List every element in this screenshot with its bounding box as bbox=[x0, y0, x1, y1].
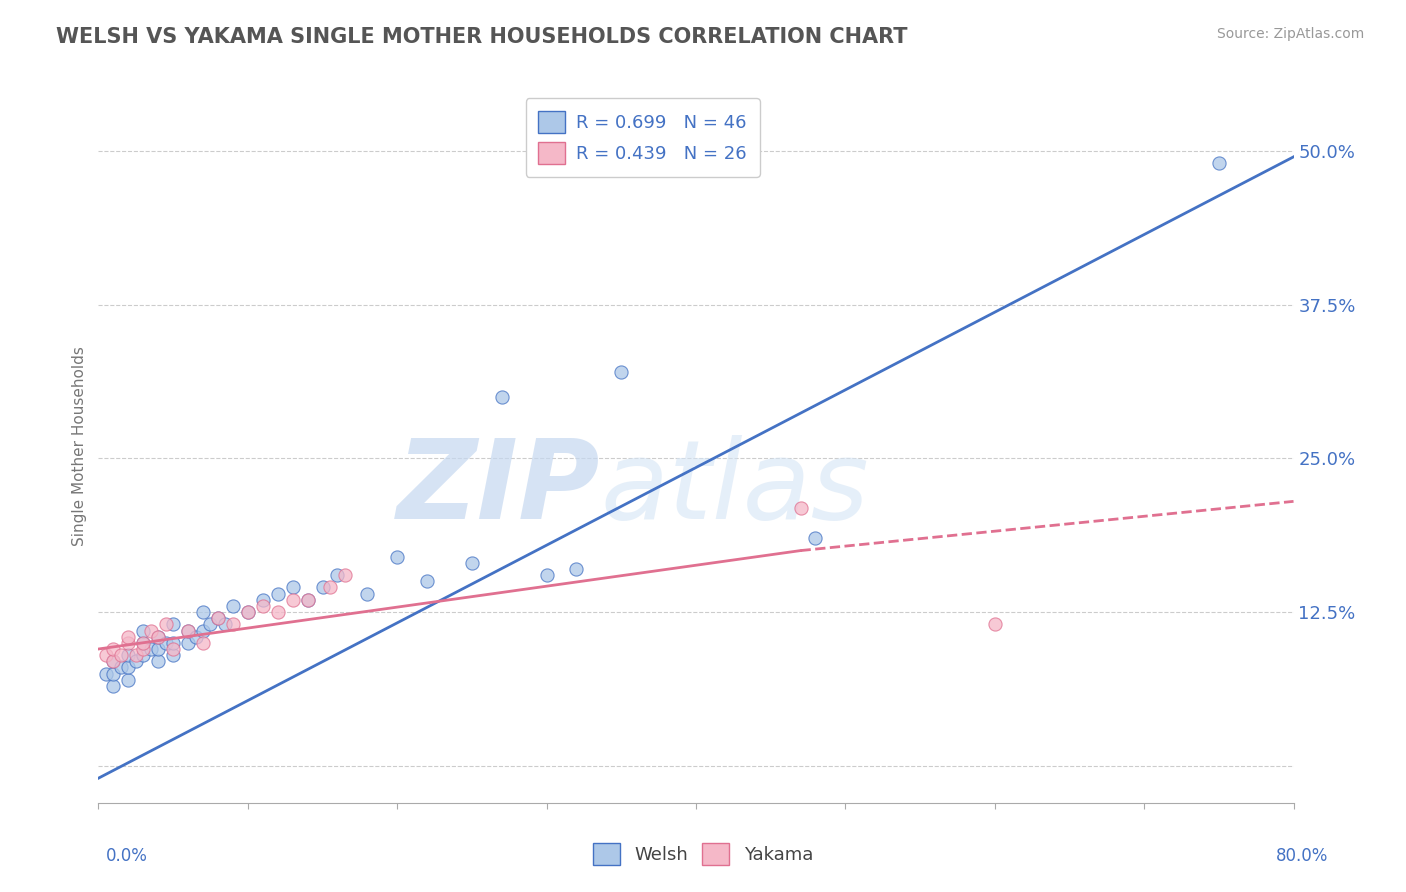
Point bbox=[207, 611, 229, 625]
Point bbox=[356, 587, 378, 601]
Point bbox=[162, 636, 184, 650]
Point bbox=[117, 648, 139, 662]
Point bbox=[297, 592, 319, 607]
Point bbox=[267, 587, 290, 601]
Point bbox=[191, 605, 214, 619]
Point bbox=[236, 605, 259, 619]
Point bbox=[207, 611, 229, 625]
Point bbox=[139, 624, 162, 638]
Point bbox=[148, 642, 170, 657]
Point bbox=[789, 500, 811, 515]
Point bbox=[281, 592, 304, 607]
Text: atlas: atlas bbox=[600, 435, 869, 542]
Point bbox=[110, 648, 132, 662]
Point bbox=[103, 642, 125, 657]
Point bbox=[177, 624, 200, 638]
Point bbox=[177, 624, 200, 638]
Point bbox=[125, 654, 148, 668]
Point bbox=[222, 599, 245, 613]
Point bbox=[155, 617, 177, 632]
Point bbox=[461, 556, 484, 570]
Point bbox=[385, 549, 409, 564]
Point bbox=[984, 617, 1007, 632]
Point bbox=[311, 581, 333, 595]
Point bbox=[416, 574, 439, 589]
Point bbox=[117, 636, 139, 650]
Text: 0.0%: 0.0% bbox=[105, 847, 148, 864]
Text: Source: ZipAtlas.com: Source: ZipAtlas.com bbox=[1216, 27, 1364, 41]
Point bbox=[139, 642, 162, 657]
Point bbox=[326, 568, 349, 582]
Point bbox=[132, 636, 155, 650]
Text: 80.0%: 80.0% bbox=[1277, 847, 1329, 864]
Y-axis label: Single Mother Households: Single Mother Households bbox=[72, 346, 87, 546]
Point bbox=[252, 592, 274, 607]
Point bbox=[132, 624, 155, 638]
Point bbox=[191, 636, 214, 650]
Point bbox=[117, 673, 139, 687]
Point bbox=[132, 636, 155, 650]
Point bbox=[1208, 156, 1230, 170]
Point bbox=[117, 660, 139, 674]
Point bbox=[177, 636, 200, 650]
Point bbox=[155, 636, 177, 650]
Point bbox=[281, 581, 304, 595]
Point bbox=[162, 642, 184, 657]
Point bbox=[491, 390, 513, 404]
Point bbox=[117, 630, 139, 644]
Point bbox=[252, 599, 274, 613]
Point bbox=[125, 648, 148, 662]
Point bbox=[94, 666, 117, 681]
Point bbox=[236, 605, 259, 619]
Point bbox=[94, 648, 117, 662]
Point bbox=[610, 365, 633, 379]
Point bbox=[191, 624, 214, 638]
Point bbox=[132, 642, 155, 657]
Point bbox=[103, 654, 125, 668]
Legend: Welsh, Yakama: Welsh, Yakama bbox=[585, 836, 821, 872]
Point bbox=[297, 592, 319, 607]
Point bbox=[148, 654, 170, 668]
Point bbox=[103, 679, 125, 693]
Text: ZIP: ZIP bbox=[396, 435, 600, 542]
Point bbox=[148, 630, 170, 644]
Point bbox=[214, 617, 236, 632]
Point bbox=[110, 660, 132, 674]
Point bbox=[162, 648, 184, 662]
Point bbox=[132, 648, 155, 662]
Point bbox=[103, 666, 125, 681]
Point bbox=[200, 617, 222, 632]
Point bbox=[333, 568, 356, 582]
Legend: R = 0.699   N = 46, R = 0.439   N = 26: R = 0.699 N = 46, R = 0.439 N = 26 bbox=[526, 98, 759, 177]
Point bbox=[148, 630, 170, 644]
Point bbox=[222, 617, 245, 632]
Point bbox=[162, 617, 184, 632]
Point bbox=[565, 562, 588, 576]
Point bbox=[267, 605, 290, 619]
Text: WELSH VS YAKAMA SINGLE MOTHER HOUSEHOLDS CORRELATION CHART: WELSH VS YAKAMA SINGLE MOTHER HOUSEHOLDS… bbox=[56, 27, 908, 46]
Point bbox=[184, 630, 207, 644]
Point bbox=[319, 581, 342, 595]
Point bbox=[103, 654, 125, 668]
Point bbox=[804, 531, 827, 545]
Point bbox=[536, 568, 558, 582]
